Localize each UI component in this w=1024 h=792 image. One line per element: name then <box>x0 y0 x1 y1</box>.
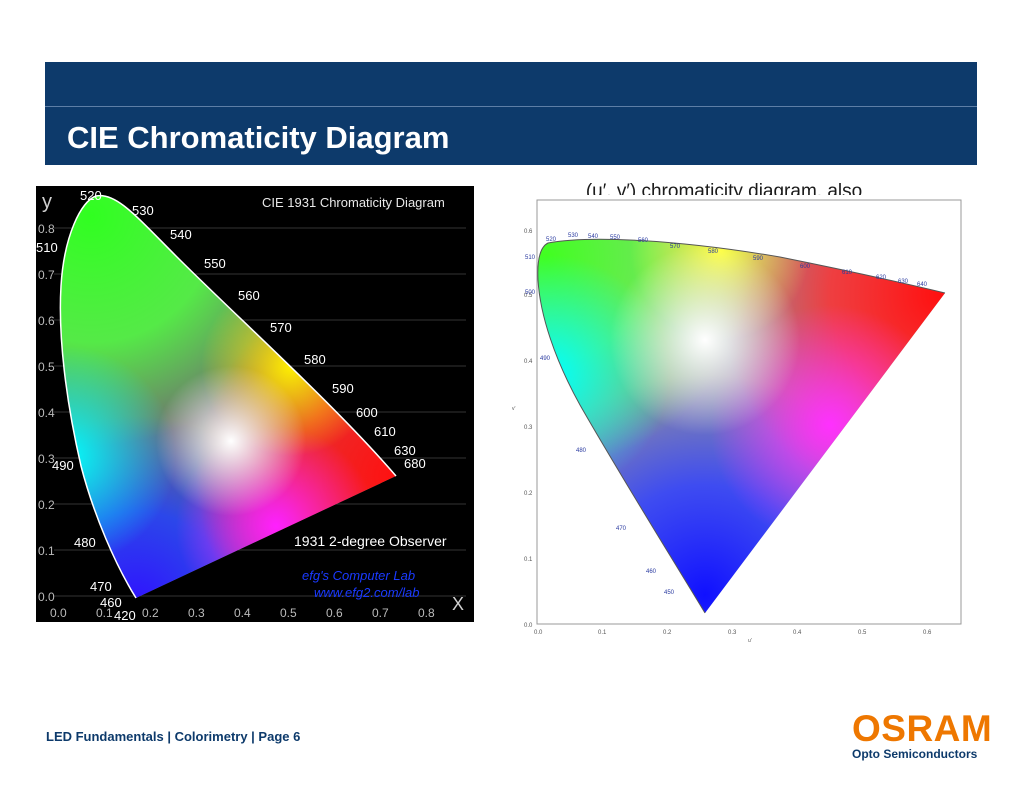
slide-title: CIE Chromaticity Diagram <box>67 120 450 155</box>
x-tick: 0.6 <box>326 606 343 620</box>
wavelength-label: 530 <box>568 233 579 239</box>
wavelength-label: 480 <box>576 448 587 454</box>
wavelength-label: 490 <box>540 356 551 362</box>
wavelength-label: 550 <box>204 256 226 271</box>
cie1976-y-axis-letter: v' <box>512 406 516 412</box>
y-tick: 0.5 <box>524 293 533 299</box>
wavelength-label: 480 <box>74 535 96 550</box>
wavelength-label: 510 <box>525 255 536 261</box>
y-tick: 0.6 <box>524 229 533 235</box>
logo-tagline: Opto Semiconductors <box>852 747 978 761</box>
y-tick: 0.5 <box>38 360 55 374</box>
x-tick: 0.2 <box>663 630 672 636</box>
cie1931-wavelength-labels: 520 530 540 550 560 570 580 590 600 610 … <box>36 188 426 623</box>
y-tick: 0.6 <box>38 314 55 328</box>
y-tick: 0.4 <box>524 359 533 365</box>
cie1931-diagram: y X CIE 1931 Chromaticity Diagram 1931 2… <box>36 186 474 623</box>
cie1976-wavelength-labels: 520 530 540 550 560 570 580 590 600 610 … <box>525 233 928 596</box>
wavelength-label: 600 <box>800 264 811 270</box>
x-tick: 0.7 <box>372 606 389 620</box>
cie1976-y-ticks: 0.0 0.1 0.2 0.3 0.4 0.5 0.6 <box>524 229 533 629</box>
wavelength-label: 680 <box>404 456 426 471</box>
x-axis-letter: X <box>452 594 464 614</box>
credit-line-2: www.efg2.com/lab <box>314 585 420 600</box>
wavelength-label: 610 <box>374 424 396 439</box>
x-tick: 0.0 <box>534 630 543 636</box>
x-tick: 0.5 <box>858 630 867 636</box>
wavelength-label: 470 <box>616 526 627 532</box>
observer-label: 1931 2-degree Observer <box>294 533 447 549</box>
y-tick: 0.1 <box>524 557 533 563</box>
wavelength-label: 580 <box>304 352 326 367</box>
logo-wordmark: OSRAM <box>852 708 993 749</box>
wavelength-label: 560 <box>238 288 260 303</box>
x-tick: 0.5 <box>280 606 297 620</box>
x-tick: 0.3 <box>188 606 205 620</box>
wavelength-label: 610 <box>842 270 853 276</box>
wavelength-label: 630 <box>898 279 909 285</box>
wavelength-label: 600 <box>356 405 378 420</box>
wavelength-label: 590 <box>332 381 354 396</box>
wavelength-label: 540 <box>170 227 192 242</box>
wavelength-label: 520 <box>546 237 557 243</box>
wavelength-label: 560 <box>638 238 649 244</box>
y-tick: 0.7 <box>38 268 55 282</box>
wavelength-label: 630 <box>394 443 416 458</box>
wavelength-label: 470 <box>90 579 112 594</box>
x-tick: 0.1 <box>96 606 113 620</box>
wavelength-label: 490 <box>52 458 74 473</box>
header-divider <box>45 106 977 107</box>
y-tick: 0.3 <box>38 452 55 466</box>
wavelength-label: 510 <box>36 240 58 255</box>
wavelength-label: 520 <box>80 188 102 203</box>
wavelength-label: 590 <box>753 256 764 262</box>
x-tick: 0.6 <box>923 630 932 636</box>
wavelength-label: 530 <box>132 203 154 218</box>
x-tick: 0.4 <box>234 606 251 620</box>
cie1931-chart-title: CIE 1931 Chromaticity Diagram <box>262 195 445 210</box>
y-tick: 0.1 <box>38 544 55 558</box>
x-tick: 0.3 <box>728 630 737 636</box>
cie1976-x-ticks: 0.0 0.1 0.2 0.3 0.4 0.5 0.6 <box>534 630 932 636</box>
wavelength-label: 460 <box>100 595 122 610</box>
wavelength-label: 500 <box>525 290 536 296</box>
y-tick: 0.4 <box>38 406 55 420</box>
y-tick: 0.2 <box>38 498 55 512</box>
wavelength-label: 450 <box>664 590 675 596</box>
wavelength-label: 640 <box>917 282 928 288</box>
wavelength-label: 550 <box>610 235 621 241</box>
cie1931-x-ticks: 0.0 0.1 0.2 0.3 0.4 0.5 0.6 0.7 0.8 <box>50 606 435 620</box>
y-tick: 0.8 <box>38 222 55 236</box>
cie1931-y-ticks: 0.0 0.1 0.2 0.3 0.4 0.5 0.6 0.7 0.8 <box>38 222 55 604</box>
wavelength-label: 570 <box>670 244 681 250</box>
y-tick: 0.2 <box>524 491 533 497</box>
wavelength-label: 420 <box>114 608 136 622</box>
wavelength-label: 620 <box>876 275 887 281</box>
slide-header: CIE Chromaticity Diagram <box>45 62 977 165</box>
cie1976-x-axis-letter: u' <box>748 638 752 644</box>
cie1976-diagram: 0.0 0.1 0.2 0.3 0.4 0.5 0.6 u' 0.0 0.1 0… <box>500 195 980 645</box>
credit-line-1: efg's Computer Lab <box>302 568 415 583</box>
x-tick: 0.4 <box>793 630 802 636</box>
x-tick: 0.0 <box>50 606 67 620</box>
y-tick: 0.3 <box>524 425 533 431</box>
x-tick: 0.8 <box>418 606 435 620</box>
wavelength-label: 580 <box>708 249 719 255</box>
osram-logo: OSRAM Opto Semiconductors <box>852 708 993 761</box>
x-tick: 0.2 <box>142 606 159 620</box>
y-tick: 0.0 <box>38 590 55 604</box>
slide-footer: LED Fundamentals | Colorimetry | Page 6 <box>46 729 301 744</box>
wavelength-label: 460 <box>646 569 657 575</box>
wavelength-label: 570 <box>270 320 292 335</box>
y-tick: 0.0 <box>524 623 533 629</box>
wavelength-label: 540 <box>588 234 599 240</box>
cie1976-spectral-locus <box>537 238 946 614</box>
y-axis-letter: y <box>42 191 52 213</box>
x-tick: 0.1 <box>598 630 607 636</box>
spectral-locus <box>59 194 397 599</box>
